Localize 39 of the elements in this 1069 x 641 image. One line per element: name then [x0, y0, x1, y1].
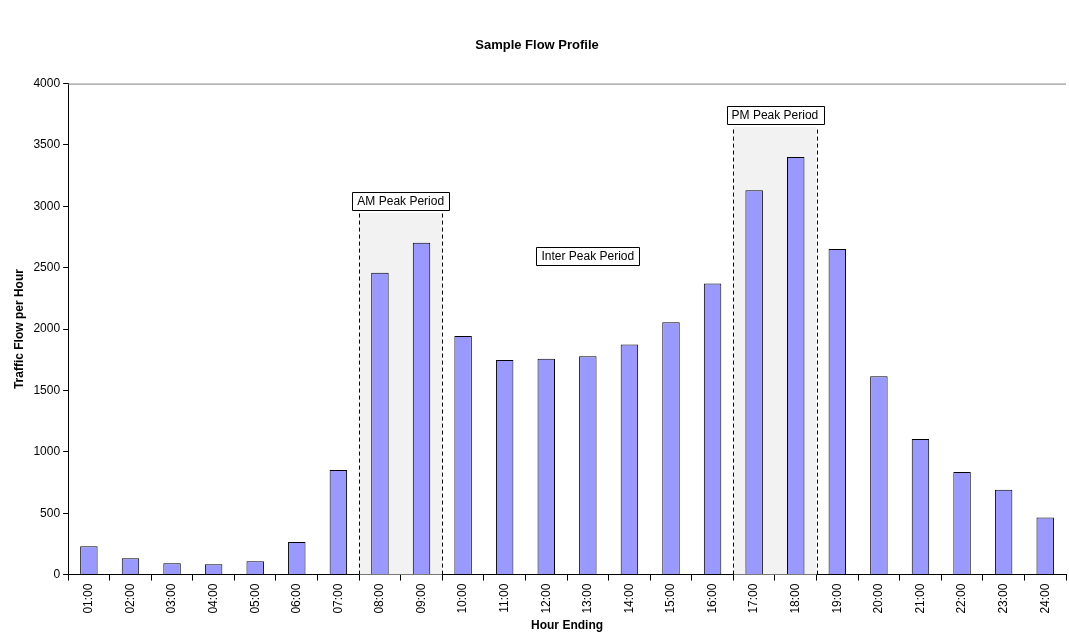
annotation: Inter Peak Period: [541, 248, 635, 263]
y-tick-label: 1000: [33, 444, 61, 459]
x-axis-title: Hour Ending: [531, 618, 604, 633]
x-tick-label: 14:00: [621, 583, 636, 614]
x-tick-label: 23:00: [995, 583, 1010, 614]
x-tick-label: 24:00: [1037, 583, 1052, 614]
y-tick-label: 2000: [33, 321, 61, 336]
x-tick-label: 22:00: [954, 583, 969, 614]
band-label: AM Peak Period: [357, 194, 445, 209]
x-tick-label: 15:00: [663, 583, 678, 614]
x-tick-label: 19:00: [829, 583, 844, 614]
x-tick-label: 13:00: [580, 583, 595, 614]
y-tick-label: 1500: [33, 382, 61, 397]
y-tick-label: 2500: [33, 260, 61, 275]
x-tick-label: 06:00: [289, 583, 304, 614]
y-tick-label: 3500: [33, 137, 61, 152]
y-axis-title: Traffic Flow per Hour: [11, 268, 26, 390]
x-tick-label: 03:00: [164, 583, 179, 614]
x-tick-label: 05:00: [247, 583, 262, 614]
x-tick-label: 21:00: [912, 583, 927, 614]
x-tick-label: 20:00: [871, 583, 886, 614]
x-tick-label: 07:00: [330, 583, 345, 614]
x-tick-label: 09:00: [413, 583, 428, 614]
band-label: PM Peak Period: [731, 108, 819, 123]
x-tick-label: 17:00: [746, 583, 761, 614]
x-tick-label: 12:00: [538, 583, 553, 614]
chart-title: Sample Flow Profile: [475, 37, 599, 53]
x-tick-label: 10:00: [455, 583, 470, 614]
y-tick-label: 4000: [33, 75, 61, 90]
y-tick-label: 0: [53, 566, 61, 581]
x-tick-label: 16:00: [704, 583, 719, 614]
x-tick-label: 08:00: [372, 583, 387, 614]
x-tick-label: 04:00: [205, 583, 220, 614]
x-tick-label: 11:00: [496, 583, 511, 613]
x-tick-label: 01:00: [81, 583, 96, 614]
x-tick-label: 18:00: [788, 583, 803, 614]
y-tick-label: 3000: [33, 198, 61, 213]
x-tick-label: 02:00: [122, 583, 137, 614]
y-tick-label: 500: [40, 505, 61, 520]
